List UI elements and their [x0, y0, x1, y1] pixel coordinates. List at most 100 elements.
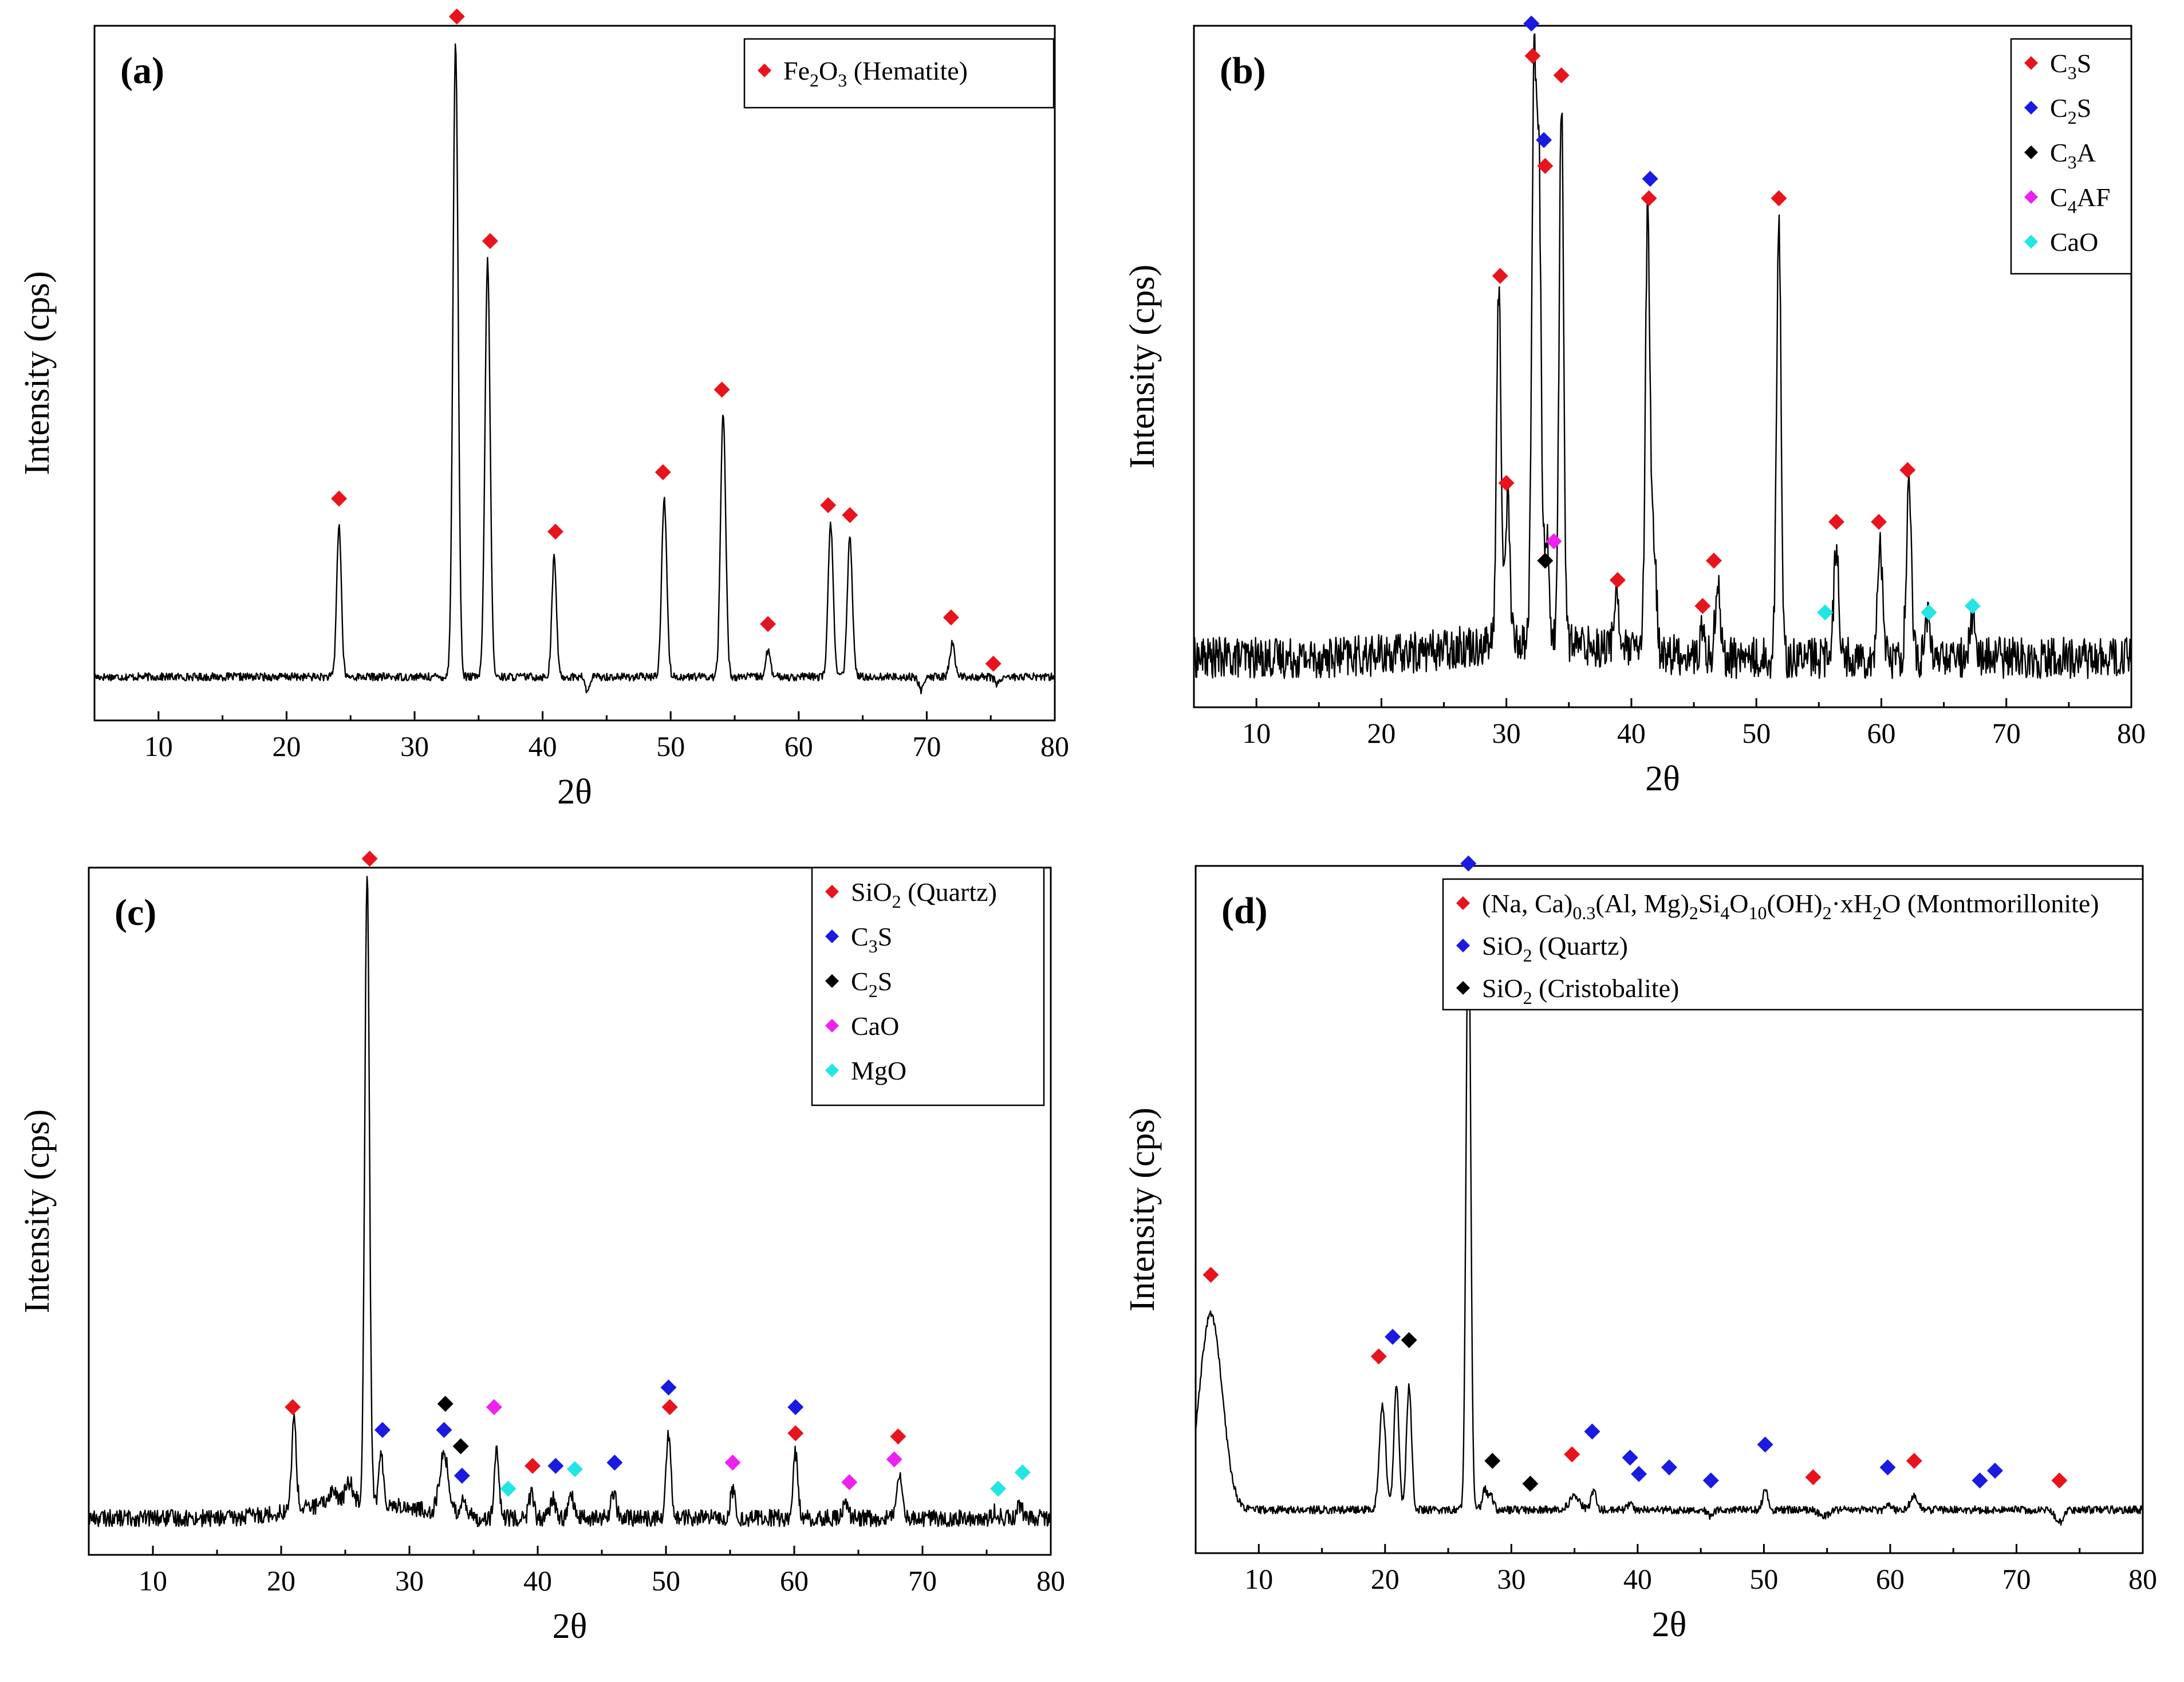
legend-marker-icon [2024, 145, 2038, 159]
legend: Fe2O3 (Hematite) [743, 38, 1055, 109]
legend-entry-label: C4AF [2050, 183, 2111, 217]
legend-marker-icon [2024, 190, 2038, 204]
peak-marker [437, 1396, 454, 1412]
legend-entry-label: CaO [851, 1011, 899, 1041]
peak-marker [1906, 1452, 1922, 1469]
peak-marker [566, 1461, 583, 1478]
xrd-panel-a: 10 20 30 40 50 60 70 80 2θ Intensity (cps) (a) Fe2O… [18, 8, 1069, 812]
peak-marker [486, 1399, 502, 1415]
x-tick-label: 50 [1742, 717, 1771, 749]
peak-marker [760, 616, 776, 632]
peak-marker [990, 1480, 1007, 1497]
x-tick-label: 80 [2117, 717, 2146, 749]
peak-marker [448, 8, 465, 25]
x-axis-label: 2θ [1652, 1605, 1687, 1644]
peak-marker [547, 1458, 564, 1474]
x-tick-label: 50 [652, 1565, 680, 1597]
legend-entry-label: C3A [2050, 138, 2096, 172]
peak-marker [713, 381, 730, 398]
peak-marker [436, 1421, 452, 1438]
peak-marker [1705, 553, 1722, 569]
legend-marker-icon [758, 64, 771, 77]
peak-marker [1757, 1436, 1773, 1453]
peak-marker [787, 1399, 804, 1415]
peak-marker [1522, 1475, 1539, 1492]
xrd-pattern-line [1195, 885, 2144, 1526]
x-tick-label: 40 [1617, 717, 1646, 749]
legend-marker-icon [825, 974, 839, 988]
x-tick-label: 80 [1036, 1565, 1065, 1597]
peak-marker [890, 1428, 906, 1445]
legend-marker-icon [1456, 939, 1470, 952]
y-axis-label: Intensity (cps) [1123, 265, 1162, 468]
peak-marker [787, 1425, 804, 1441]
legend-marker-icon [1456, 981, 1470, 995]
peak-marker [660, 1379, 677, 1396]
peak-marker [606, 1454, 623, 1471]
legend-marker-icon [2024, 235, 2038, 249]
peak-marker [1524, 48, 1541, 64]
plot-frame [88, 866, 1052, 1556]
x-axis-label: 2θ [557, 773, 592, 812]
legend-entry-label: C2S [851, 967, 892, 1001]
peak-marker [331, 490, 348, 507]
y-axis-label: Intensity (cps) [18, 1109, 57, 1313]
peak-marker [886, 1451, 902, 1468]
x-tick-label: 10 [1244, 1563, 1273, 1595]
x-axis-label: 2θ [1645, 759, 1680, 798]
x-tick-label: 10 [139, 1565, 167, 1597]
peak-marker [1972, 1472, 1988, 1489]
xrd-pattern-line [1193, 33, 2132, 679]
peak-marker [482, 233, 498, 249]
plot-frame [1195, 865, 2144, 1554]
x-tick-label: 80 [2128, 1563, 2157, 1595]
y-axis-label: Intensity (cps) [18, 271, 57, 475]
peak-marker [1203, 1267, 1219, 1283]
peak-marker [943, 609, 959, 626]
legend-box [1442, 878, 2144, 1011]
legend-marker-icon [825, 1063, 839, 1077]
peak-marker [1661, 1459, 1677, 1476]
peak-marker [1921, 604, 1937, 621]
x-tick-label: 20 [1367, 717, 1395, 749]
x-axis-label: 2θ [553, 1607, 588, 1646]
peak-marker [547, 523, 563, 540]
x-tick-label: 20 [272, 730, 301, 762]
peak-marker [985, 655, 1002, 672]
peak-marker [655, 464, 671, 480]
legend-entry-label: C3S [851, 922, 892, 956]
peak-marker [1460, 855, 1477, 872]
x-tick-label: 50 [656, 730, 685, 762]
peak-marker [1694, 598, 1711, 614]
peak-marker [1609, 572, 1626, 588]
x-tick-label: 30 [400, 730, 429, 762]
peak-marker [1879, 1459, 1896, 1476]
panel-label: (d) [1221, 890, 1268, 932]
x-tick-label: 10 [1242, 717, 1271, 749]
x-tick-label: 60 [784, 730, 813, 762]
peak-marker [1817, 604, 1834, 621]
peak-marker [1536, 132, 1552, 148]
legend-marker-icon [825, 885, 839, 899]
y-axis-label: Intensity (cps) [1123, 1108, 1162, 1311]
legend-entry-label: (Na, Ca)0.3(Al, Mg)2Si4O10(OH)2·xH2O (Mo… [1482, 889, 2099, 923]
peak-marker [361, 850, 378, 867]
peak-marker [1964, 598, 1981, 614]
x-tick-label: 10 [144, 730, 173, 762]
peak-marker [1523, 15, 1540, 32]
x-tick-label: 30 [1492, 717, 1521, 749]
peak-marker [1370, 1348, 1387, 1365]
x-tick-label: 30 [395, 1565, 424, 1597]
legend-marker-icon [2024, 101, 2038, 115]
legend-box [743, 38, 1055, 109]
x-tick-label: 70 [1992, 717, 2021, 749]
xrd-panel-c: 10 20 30 40 50 60 70 80 2θ Intensity (cps) (c) SiO2… [18, 850, 1065, 1646]
peak-marker [1484, 1452, 1501, 1469]
legend-marker-icon [825, 929, 839, 943]
legend: C3S C2S C3A C4AF CaO [2010, 38, 2132, 275]
peak-marker [1537, 553, 1554, 569]
xrd-pattern-line [88, 876, 1052, 1527]
x-tick-label: 20 [267, 1565, 295, 1597]
